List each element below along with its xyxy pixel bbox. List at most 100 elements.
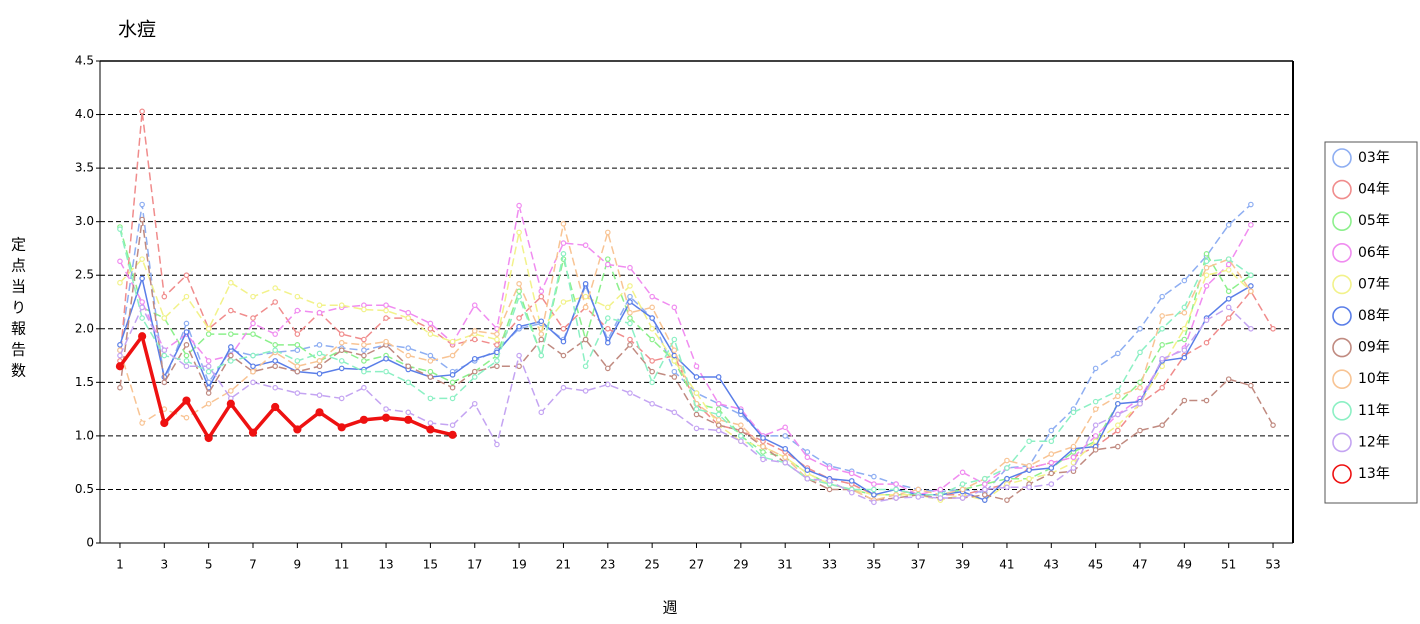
data-point (915, 486, 922, 493)
legend-marker (1332, 274, 1352, 295)
x-tick-label: 53 (1265, 558, 1280, 572)
data-point (494, 363, 500, 370)
data-point (649, 379, 655, 386)
data-point (1070, 454, 1077, 461)
data-point (760, 456, 766, 463)
data-point (1248, 201, 1254, 208)
x-tick-label: 15 (423, 558, 438, 572)
data-point (605, 325, 611, 332)
data-point (494, 349, 500, 356)
data-point (204, 433, 213, 443)
data-point (649, 304, 655, 311)
data-point (760, 443, 766, 450)
data-point (1203, 283, 1210, 289)
data-point (1203, 397, 1210, 404)
data-point (361, 342, 367, 348)
data-point (671, 374, 678, 380)
data-point (738, 438, 744, 445)
data-point (1225, 288, 1232, 295)
data-point (1048, 438, 1055, 445)
data-point (871, 499, 877, 506)
data-point (1248, 288, 1254, 295)
x-tick-label: 47 (1132, 558, 1147, 572)
data-point (449, 395, 456, 402)
data-point (693, 411, 700, 418)
data-point (538, 293, 545, 300)
data-point (715, 406, 722, 412)
data-point (228, 344, 234, 350)
data-point (1115, 393, 1121, 400)
data-point (1092, 433, 1099, 439)
data-point (449, 379, 456, 386)
data-point (183, 352, 190, 359)
data-point (1137, 379, 1143, 386)
data-point (782, 424, 788, 431)
data-point (1048, 451, 1055, 457)
data-point (139, 275, 145, 282)
x-tick-label: 29 (733, 558, 748, 572)
data-point (959, 481, 966, 487)
data-point (427, 395, 434, 402)
data-point (427, 368, 434, 375)
data-point (715, 400, 722, 407)
data-point (671, 368, 678, 375)
data-point (1159, 342, 1165, 348)
data-point (183, 358, 190, 364)
data-point (427, 320, 434, 327)
data-point (1181, 325, 1188, 332)
data-point (848, 470, 855, 477)
x-tick-label: 37 (911, 558, 926, 572)
data-point (826, 478, 833, 484)
data-point (228, 388, 234, 394)
data-point (1181, 277, 1188, 284)
data-point (959, 469, 966, 476)
data-point (1225, 304, 1232, 311)
data-point (1159, 293, 1165, 300)
data-point (294, 358, 301, 364)
data-point (316, 363, 323, 370)
data-point (361, 336, 367, 343)
data-point (293, 425, 302, 434)
data-point (1248, 222, 1254, 228)
data-point (1026, 463, 1032, 469)
data-point (248, 428, 258, 437)
data-point (338, 339, 345, 346)
data-point (205, 331, 212, 337)
data-point (1004, 465, 1010, 471)
legend-label: 12年 (1358, 434, 1390, 450)
data-point (649, 368, 655, 375)
data-point (627, 390, 633, 396)
data-point (738, 422, 744, 428)
data-point (1115, 443, 1121, 450)
data-point (693, 363, 700, 370)
data-point (538, 352, 545, 359)
data-point (1004, 484, 1010, 491)
data-point (383, 302, 389, 309)
data-point (1203, 251, 1210, 257)
data-point (228, 331, 234, 337)
data-point (161, 315, 168, 321)
data-point (427, 358, 434, 364)
data-point (471, 400, 478, 407)
data-point (1070, 409, 1077, 416)
x-tick-label: 21 (556, 558, 571, 572)
data-point (804, 454, 811, 461)
data-point (649, 315, 655, 321)
data-point (1181, 309, 1188, 316)
data-point (871, 491, 877, 498)
data-point (117, 384, 123, 391)
data-point (627, 299, 633, 305)
data-point (715, 411, 722, 418)
data-point (205, 325, 212, 332)
data-point (250, 315, 256, 321)
data-point (649, 358, 655, 364)
data-point (272, 358, 278, 364)
data-point (1248, 283, 1254, 289)
data-point (272, 285, 278, 291)
y-tick-label: 1.5 (75, 375, 94, 389)
data-point (228, 279, 234, 286)
data-point (383, 406, 389, 412)
series-line (119, 219, 1274, 501)
data-point (427, 420, 434, 426)
data-point (294, 347, 301, 354)
